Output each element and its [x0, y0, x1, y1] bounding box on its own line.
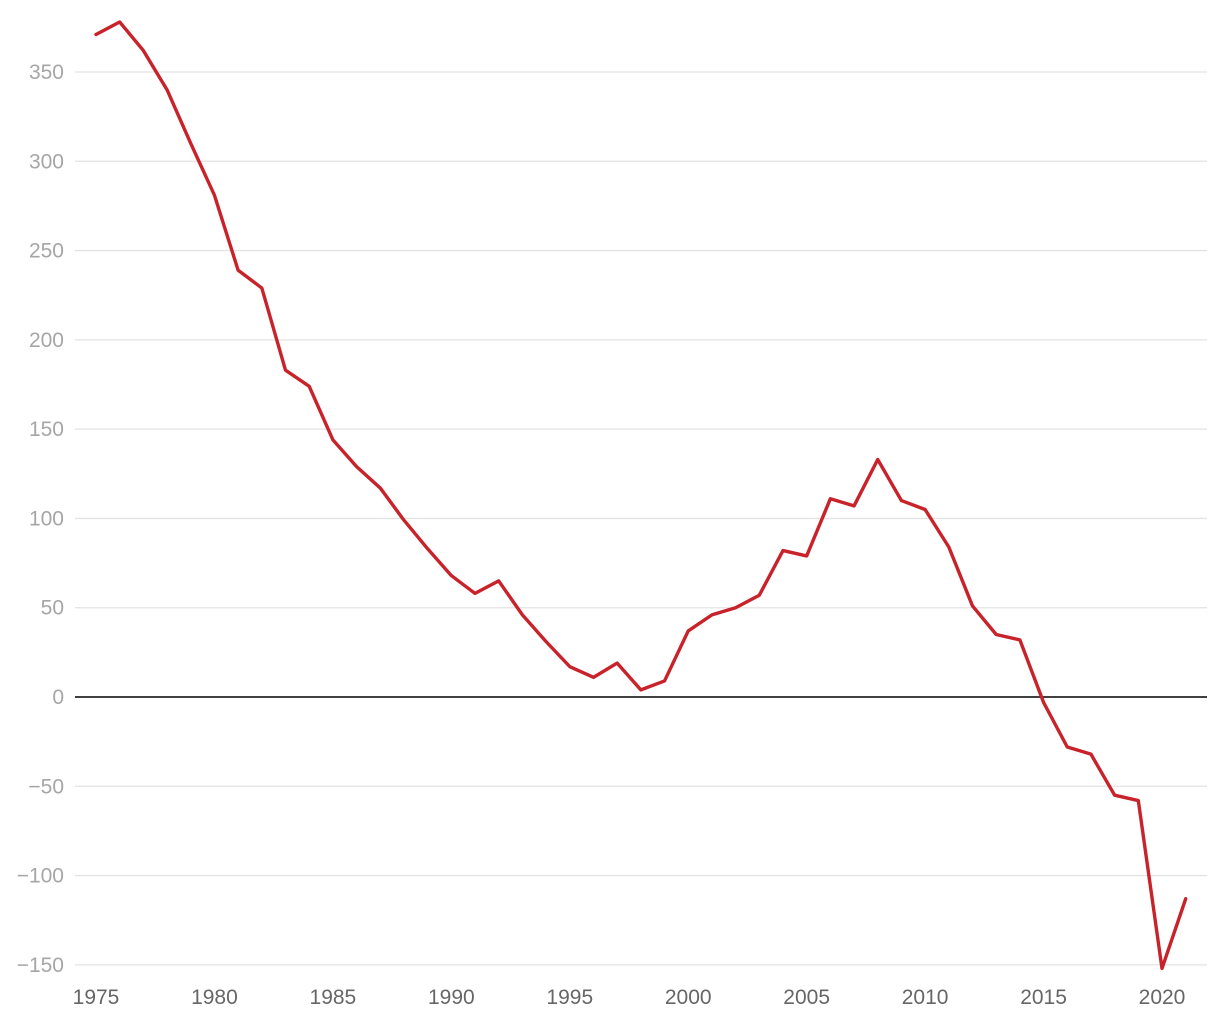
y-tick-label: 300 — [29, 150, 64, 173]
x-tick-label: 2010 — [902, 986, 949, 1009]
y-tick-label: 50 — [41, 597, 64, 620]
y-tick-label: −150 — [17, 954, 64, 977]
series-lines — [94, 20, 1188, 971]
y-tick-label: −50 — [28, 775, 64, 798]
x-tick-label: 1995 — [546, 986, 593, 1009]
x-tick-label: 2020 — [1139, 986, 1186, 1009]
x-tick-label: 2000 — [665, 986, 712, 1009]
y-tick-label: −100 — [17, 865, 64, 888]
x-tick-label: 2015 — [1020, 986, 1067, 1009]
x-tick-label: 1985 — [310, 986, 357, 1009]
x-tick-label: 1975 — [73, 986, 120, 1009]
y-tick-label: 350 — [29, 61, 64, 84]
y-tick-label: 250 — [29, 240, 64, 263]
y-axis-tick-labels: 350 300 250 200 150 100 50 0 −50 −100 −150 — [17, 61, 64, 977]
series-line — [94, 20, 1188, 971]
x-axis-tick-labels: 1975 1980 1985 1990 1995 2000 2005 2010 2015 2020 — [73, 986, 1186, 1009]
x-tick-label: 2005 — [783, 986, 830, 1009]
y-tick-label: 100 — [29, 507, 64, 530]
x-tick-label: 1980 — [191, 986, 238, 1009]
y-tick-label: 200 — [29, 329, 64, 352]
gridlines — [75, 71, 1207, 966]
x-tick-label: 1990 — [428, 986, 475, 1009]
y-tick-label: 150 — [29, 418, 64, 441]
y-tick-label: 0 — [52, 686, 64, 709]
